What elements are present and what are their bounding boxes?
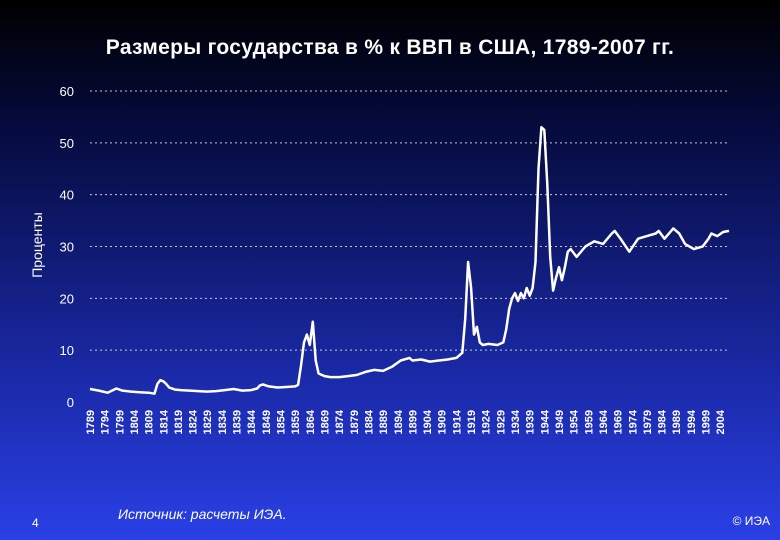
- y-tick-label: 0: [67, 395, 74, 410]
- x-tick-label: 1864: [305, 409, 317, 434]
- x-tick-label: 1829: [202, 410, 214, 434]
- y-tick-label: 10: [60, 343, 74, 358]
- x-tick-labels: 1789 1794 1799 1804 1809 1814 1819 1824 1829 1834…: [85, 409, 727, 434]
- x-tick-label: 1924: [481, 409, 493, 434]
- y-tick-label: 50: [60, 136, 74, 151]
- x-tick-label: 1889: [378, 410, 390, 434]
- x-tick-label: 1939: [525, 410, 537, 434]
- x-tick-label: 1954: [569, 409, 581, 434]
- x-tick-label: 1964: [598, 409, 610, 434]
- x-tick-label: 1994: [686, 409, 698, 434]
- x-tick-label: 1869: [319, 410, 331, 434]
- chart-title: Размеры государства в % к ВВП в США, 178…: [105, 36, 675, 59]
- x-tick-label: 1789: [85, 410, 97, 434]
- source-note: Источник: расчеты ИЭА.: [118, 506, 287, 522]
- y-tick-label: 20: [60, 291, 74, 306]
- y-tick-label: 40: [60, 188, 74, 203]
- x-tick-label: 1794: [100, 409, 112, 434]
- x-tick-label: 1944: [539, 409, 551, 434]
- page-number: 4: [32, 516, 39, 530]
- x-tick-label: 1804: [129, 409, 141, 434]
- x-tick-label: 1849: [261, 410, 273, 434]
- gridlines: [90, 90, 729, 351]
- x-tick-label: 1914: [451, 409, 463, 434]
- x-tick-label: 1859: [290, 410, 302, 434]
- y-axis-label: Проценты: [29, 212, 45, 278]
- x-tick-label: 1799: [114, 410, 126, 434]
- x-tick-label: 1984: [657, 409, 669, 434]
- x-tick-label: 1999: [701, 410, 713, 434]
- x-tick-label: 1979: [642, 410, 654, 434]
- x-tick-label: 1874: [334, 409, 346, 434]
- x-tick-label: 1899: [407, 410, 419, 434]
- x-tick-label: 1824: [188, 409, 200, 434]
- y-tick-label: 30: [60, 240, 74, 255]
- x-tick-label: 1834: [217, 409, 229, 434]
- x-tick-label: 1844: [246, 409, 258, 434]
- x-tick-label: 2004: [715, 409, 727, 434]
- x-tick-label: 1879: [349, 410, 361, 434]
- x-tick-label: 1959: [583, 410, 595, 434]
- copyright: © ИЭА: [732, 514, 770, 528]
- series-line: [89, 126, 730, 395]
- x-tick-label: 1904: [422, 409, 434, 434]
- x-tick-label: 1969: [613, 410, 625, 434]
- x-tick-label: 1929: [495, 410, 507, 434]
- x-tick-label: 1919: [466, 410, 478, 434]
- x-tick-label: 1884: [363, 409, 375, 434]
- x-tick-label: 1894: [393, 409, 405, 434]
- x-tick-label: 1814: [158, 409, 170, 434]
- y-tick-label: 60: [60, 84, 74, 99]
- x-tick-label: 1949: [554, 410, 566, 434]
- y-tick-labels: 0 10 20 30 40 50 60: [60, 84, 74, 410]
- x-tick-label: 1909: [437, 410, 449, 434]
- x-tick-label: 1934: [510, 409, 522, 434]
- x-tick-label: 1989: [671, 410, 683, 434]
- x-tick-label: 1854: [276, 409, 288, 434]
- x-tick-label: 1819: [173, 410, 185, 434]
- x-tick-label: 1974: [627, 409, 639, 434]
- series-group: [89, 126, 730, 395]
- x-tick-label: 1839: [232, 410, 244, 434]
- x-tick-label: 1809: [144, 410, 156, 434]
